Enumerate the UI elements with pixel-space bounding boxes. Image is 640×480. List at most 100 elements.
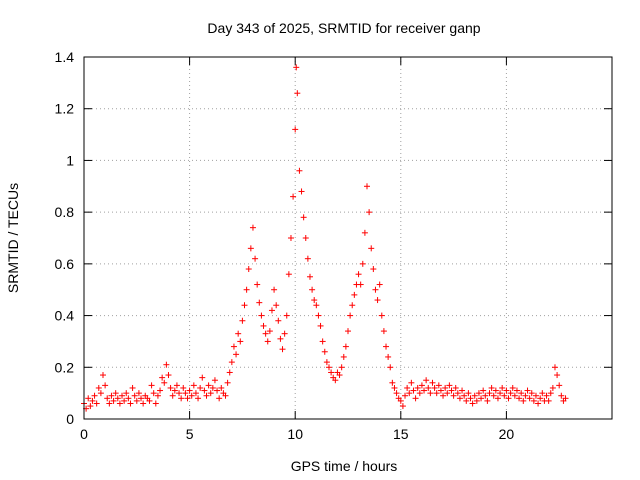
data-point: [256, 299, 263, 306]
data-point: [226, 369, 233, 376]
x-tick-label: 20: [499, 426, 515, 442]
data-point: [427, 390, 434, 397]
data-point: [205, 382, 212, 389]
data-point: [469, 400, 476, 407]
data-point: [509, 384, 516, 391]
data-point: [125, 395, 132, 402]
data-point: [391, 384, 398, 391]
data-point: [209, 384, 216, 391]
data-point: [482, 392, 489, 399]
data-point: [203, 392, 210, 399]
data-point: [551, 364, 558, 371]
data-point: [399, 403, 406, 410]
data-point: [429, 379, 436, 386]
data-point: [543, 392, 550, 399]
data-point: [505, 395, 512, 402]
data-point: [389, 379, 396, 386]
data-point: [454, 390, 461, 397]
data-point: [188, 392, 195, 399]
data-point: [167, 384, 174, 391]
data-point: [440, 392, 447, 399]
data-point: [338, 364, 345, 371]
y-tick-label: 1.2: [55, 101, 75, 117]
data-point: [169, 392, 176, 399]
data-point: [478, 395, 485, 402]
data-point: [230, 343, 237, 350]
data-point: [216, 395, 223, 402]
data-point: [336, 372, 343, 379]
y-axis-ticks: 0 0.2 0.4 0.6 0.8 1 1.2 1.4: [55, 49, 612, 427]
data-point: [380, 328, 387, 335]
data-point: [119, 392, 126, 399]
data-point: [446, 382, 453, 389]
data-point: [262, 330, 269, 337]
data-point: [102, 382, 109, 389]
data-point: [85, 395, 92, 402]
data-point: [431, 384, 438, 391]
data-point: [112, 390, 119, 397]
data-point: [497, 390, 504, 397]
data-point: [494, 395, 501, 402]
data-point: [173, 382, 180, 389]
data-point: [140, 400, 147, 407]
data-point: [245, 266, 252, 273]
data-point: [355, 271, 362, 278]
data-point: [138, 395, 145, 402]
data-point: [114, 395, 121, 402]
data-point: [364, 183, 371, 190]
data-point: [91, 392, 98, 399]
data-point: [414, 384, 421, 391]
data-point: [340, 353, 347, 360]
data-point: [467, 395, 474, 402]
data-point: [184, 395, 191, 402]
data-point: [404, 384, 411, 391]
data-point: [528, 390, 535, 397]
data-point: [239, 317, 246, 324]
data-point: [237, 338, 244, 345]
data-point: [402, 392, 409, 399]
data-point: [397, 397, 404, 404]
data-point: [492, 387, 499, 394]
data-point: [150, 390, 157, 397]
data-point: [480, 387, 487, 394]
x-axis-label: GPS time / hours: [291, 458, 398, 474]
data-point: [108, 392, 115, 399]
y-tick-label: 0.2: [55, 359, 75, 375]
data-point: [201, 387, 208, 394]
data-point: [437, 387, 444, 394]
data-point: [562, 395, 569, 402]
data-point: [315, 312, 322, 319]
data-point: [319, 338, 326, 345]
data-point: [199, 374, 206, 381]
data-point: [393, 390, 400, 397]
x-tick-label: 5: [186, 426, 194, 442]
data-point: [260, 322, 267, 329]
data-point: [161, 379, 168, 386]
data-point: [281, 330, 288, 337]
data-point: [228, 359, 235, 366]
data-point: [294, 90, 301, 97]
data-point: [357, 281, 364, 288]
data-point: [524, 387, 531, 394]
data-point: [503, 387, 510, 394]
data-point: [110, 397, 117, 404]
y-axis-label: SRMTID / TECUs: [5, 183, 21, 293]
y-tick-label: 0.8: [55, 204, 75, 220]
data-point: [241, 302, 248, 309]
data-point: [351, 291, 358, 298]
data-point: [342, 343, 349, 350]
data-point: [511, 392, 518, 399]
data-point: [361, 229, 368, 236]
data-point: [539, 390, 546, 397]
x-tick-label: 0: [80, 426, 88, 442]
data-point: [104, 395, 111, 402]
data-point: [100, 372, 107, 379]
x-axis-ticks: 0 5 10 15 20: [80, 57, 514, 442]
data-point: [176, 390, 183, 397]
y-tick-label: 0.4: [55, 308, 75, 324]
data-point: [465, 390, 472, 397]
data-point: [148, 382, 155, 389]
data-point: [450, 392, 457, 399]
data-point: [127, 400, 134, 407]
